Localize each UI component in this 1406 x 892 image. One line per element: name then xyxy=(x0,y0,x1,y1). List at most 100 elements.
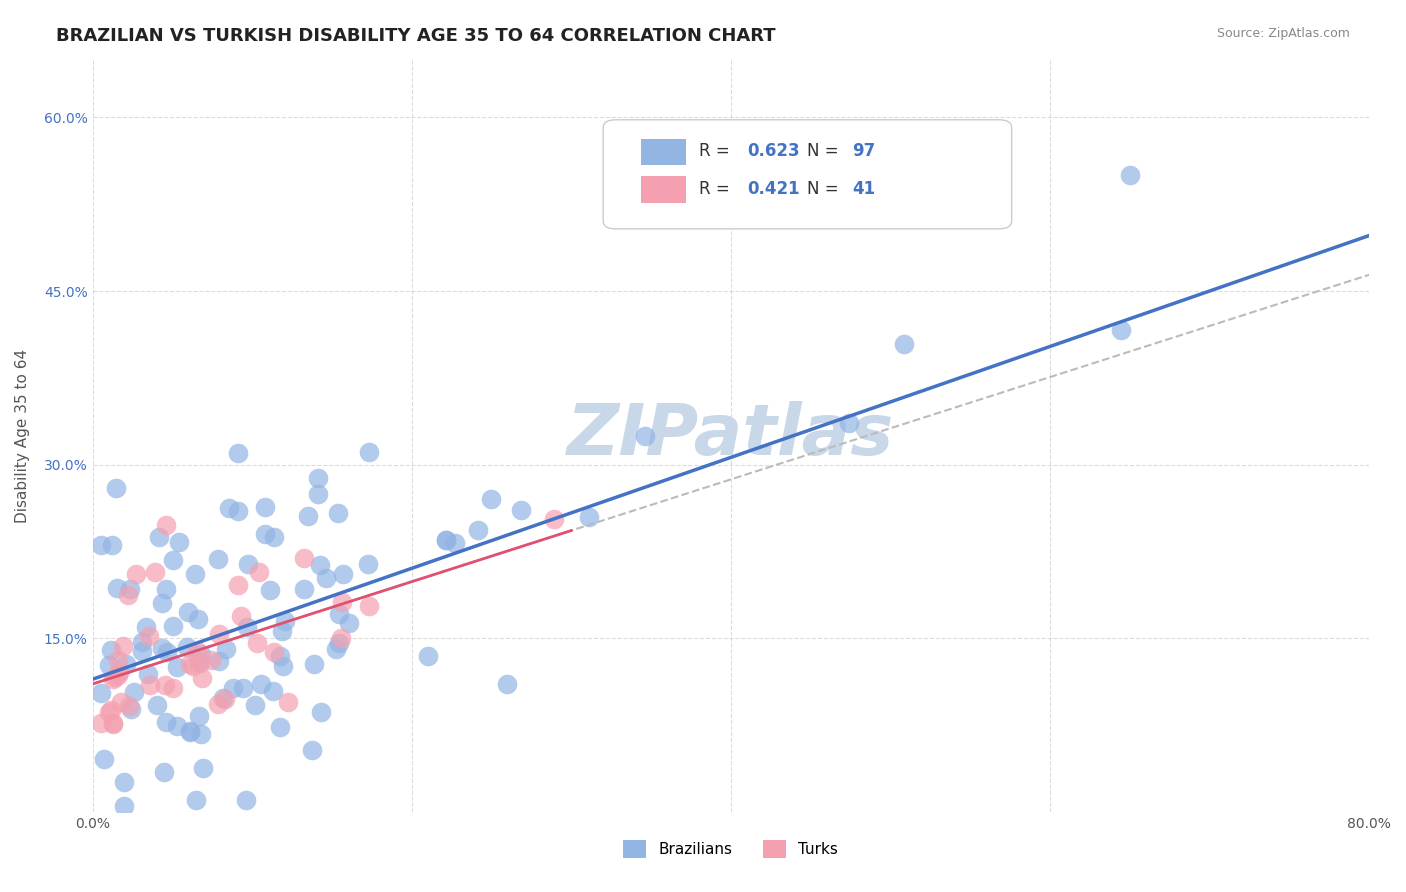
Point xyxy=(150,596,173,610)
Point xyxy=(1111,323,1133,337)
Point xyxy=(207,552,229,566)
Point xyxy=(235,793,257,807)
Point xyxy=(181,659,204,673)
Point xyxy=(97,705,120,719)
Point xyxy=(330,631,353,645)
Point xyxy=(105,581,128,595)
Point xyxy=(328,607,350,621)
Bar xyxy=(641,177,686,202)
Point xyxy=(107,668,129,682)
Point xyxy=(150,640,173,655)
Point xyxy=(207,697,229,711)
Point xyxy=(302,657,325,672)
Point xyxy=(90,538,112,552)
Point xyxy=(110,695,132,709)
Point xyxy=(162,619,184,633)
Point xyxy=(162,553,184,567)
Point xyxy=(434,533,457,547)
Point xyxy=(226,504,249,518)
Point xyxy=(269,720,291,734)
Point xyxy=(167,535,190,549)
Text: 41: 41 xyxy=(852,180,875,198)
Point xyxy=(254,500,277,514)
Text: 0.623: 0.623 xyxy=(748,143,800,161)
Point xyxy=(155,714,177,729)
Text: R =: R = xyxy=(699,180,735,198)
Point xyxy=(434,533,457,548)
Point xyxy=(263,530,285,544)
Point xyxy=(325,642,347,657)
Point xyxy=(105,481,128,495)
Point xyxy=(337,615,360,630)
Text: 0.421: 0.421 xyxy=(748,180,800,198)
Text: R =: R = xyxy=(699,143,735,161)
Text: Source: ZipAtlas.com: Source: ZipAtlas.com xyxy=(1216,27,1350,40)
Point xyxy=(93,752,115,766)
Point xyxy=(218,501,240,516)
Point xyxy=(250,677,273,691)
Point xyxy=(103,672,125,686)
Point xyxy=(122,685,145,699)
Point xyxy=(101,716,124,731)
Point xyxy=(191,761,214,775)
Text: N =: N = xyxy=(807,143,845,161)
Point xyxy=(301,743,323,757)
Point xyxy=(155,582,177,596)
Point xyxy=(179,657,201,671)
Point xyxy=(307,486,329,500)
Text: N =: N = xyxy=(807,180,845,198)
Point xyxy=(166,659,188,673)
Point xyxy=(131,643,153,657)
Point xyxy=(232,681,254,695)
Point xyxy=(893,337,915,351)
Point xyxy=(208,654,231,668)
Point xyxy=(131,635,153,649)
Point xyxy=(148,530,170,544)
Point xyxy=(104,670,127,684)
Point xyxy=(245,698,267,713)
Point xyxy=(166,719,188,733)
Point xyxy=(184,567,207,582)
Point xyxy=(332,566,354,581)
Legend: Brazilians, Turks: Brazilians, Turks xyxy=(617,833,845,864)
Point xyxy=(297,509,319,524)
Point xyxy=(578,510,600,524)
Point xyxy=(100,643,122,657)
Point xyxy=(184,793,207,807)
Point xyxy=(112,639,135,653)
Point xyxy=(330,594,353,608)
Point xyxy=(146,698,169,712)
Point xyxy=(328,636,350,650)
Point xyxy=(138,678,160,692)
Point xyxy=(222,681,245,696)
Point xyxy=(155,518,177,533)
Point xyxy=(249,565,271,579)
Point xyxy=(125,567,148,582)
Point xyxy=(634,429,657,443)
Point xyxy=(359,599,381,613)
Point xyxy=(326,507,349,521)
Point xyxy=(143,565,166,579)
Point xyxy=(162,681,184,695)
Text: ZIPatlas: ZIPatlas xyxy=(567,401,894,470)
Point xyxy=(292,550,315,565)
Text: BRAZILIAN VS TURKISH DISABILITY AGE 35 TO 64 CORRELATION CHART: BRAZILIAN VS TURKISH DISABILITY AGE 35 T… xyxy=(56,27,776,45)
Point xyxy=(262,684,284,698)
Point xyxy=(100,703,122,717)
Point xyxy=(238,557,260,571)
Point xyxy=(226,446,249,460)
Point xyxy=(294,582,316,597)
Point xyxy=(229,609,252,624)
Point xyxy=(188,656,211,670)
Point xyxy=(107,653,129,667)
Bar xyxy=(641,138,686,165)
Point xyxy=(101,538,124,552)
Point xyxy=(187,656,209,670)
Point xyxy=(269,648,291,663)
Point xyxy=(309,558,332,573)
Point xyxy=(120,702,142,716)
Point xyxy=(176,640,198,654)
Point xyxy=(177,605,200,619)
Point xyxy=(156,645,179,659)
Point xyxy=(838,416,860,430)
